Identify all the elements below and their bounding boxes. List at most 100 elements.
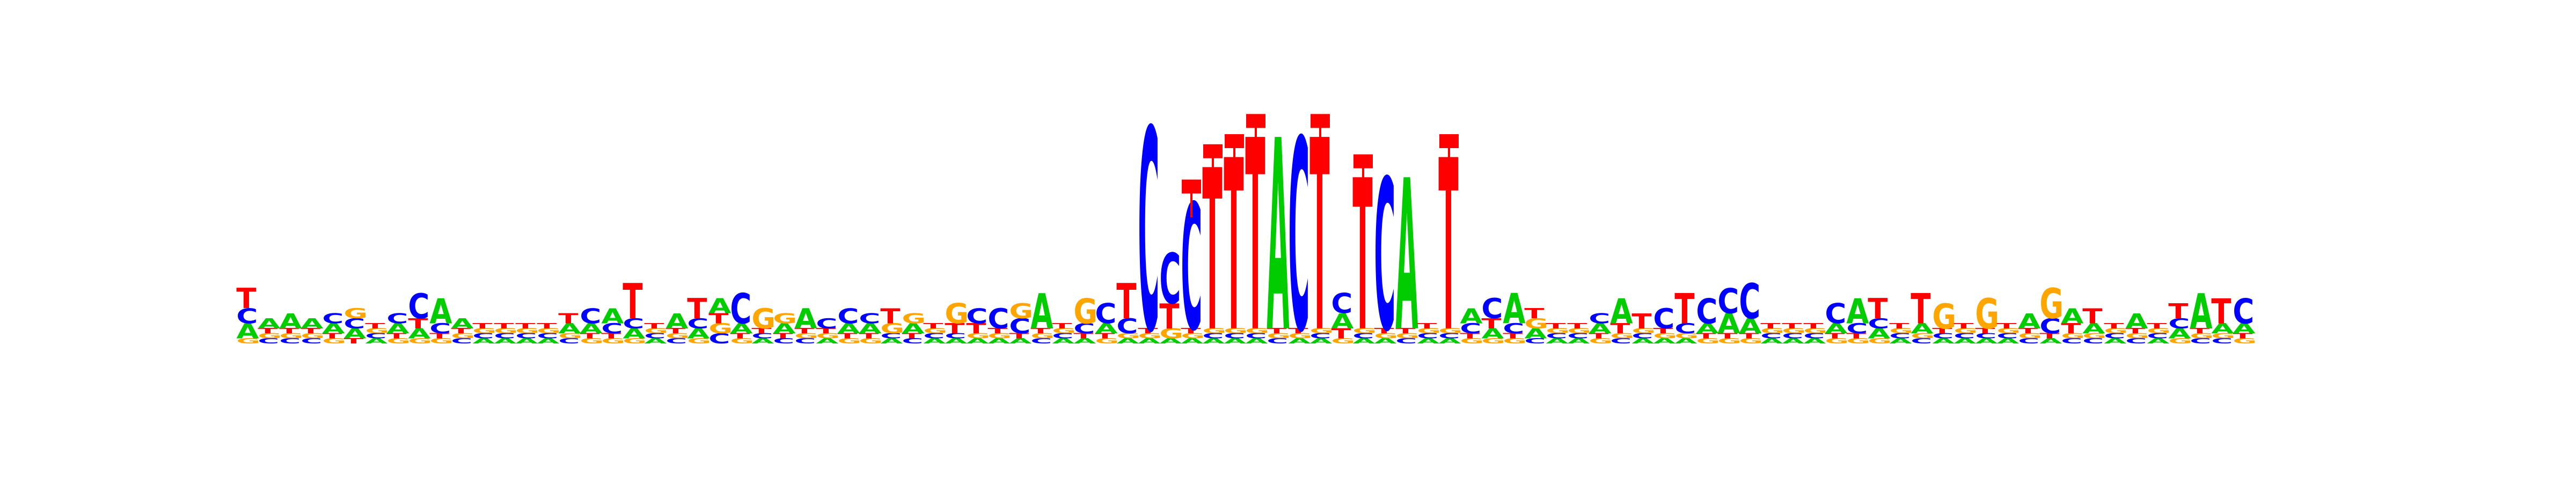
logo-letter-A: A bbox=[1996, 337, 2019, 345]
logo-letter-A: A bbox=[1181, 337, 1204, 345]
logo-letter-A: A bbox=[1674, 337, 1697, 345]
logo-letter-T: T bbox=[794, 327, 814, 335]
logo-letter-C: C bbox=[1009, 314, 1030, 339]
logo-letter-G: G bbox=[558, 332, 582, 340]
logo-letter-G: G bbox=[687, 337, 711, 345]
logo-letter-C: C bbox=[1760, 332, 1782, 340]
logo-letter-C: C bbox=[2147, 332, 2168, 340]
logo-letter-G: G bbox=[1932, 297, 1956, 337]
logo-letter-A: A bbox=[1631, 337, 1655, 345]
logo-letter-T: T bbox=[880, 304, 900, 328]
logo-letter-G: G bbox=[429, 337, 453, 345]
logo-letter-T: T bbox=[1503, 332, 1523, 340]
logo-letter-G: G bbox=[794, 332, 818, 340]
logo-letter-C: C bbox=[1653, 303, 1674, 335]
logo-letter-G: G bbox=[2061, 332, 2085, 340]
logo-letter-G: G bbox=[1202, 327, 1226, 335]
error-bar-cap bbox=[1246, 114, 1265, 128]
logo-letter-T: T bbox=[837, 332, 857, 340]
logo-letter-T: T bbox=[987, 327, 1007, 335]
logo-letter-A: A bbox=[923, 337, 946, 345]
logo-letter-G: G bbox=[365, 327, 389, 335]
logo-letter-G: G bbox=[1245, 327, 1269, 335]
logo-letter-G: G bbox=[1073, 292, 1097, 332]
logo-letter-T: T bbox=[322, 332, 342, 340]
logo-letter-C: C bbox=[1953, 332, 1975, 340]
logo-letter-A: A bbox=[343, 326, 366, 342]
logo-letter-C: C bbox=[1159, 239, 1181, 320]
logo-letter-C: C bbox=[1932, 332, 1953, 340]
logo-letter-C: C bbox=[1352, 332, 1374, 340]
error-bar-cap bbox=[1225, 134, 1244, 148]
logo-letter-T: T bbox=[1589, 332, 1608, 340]
logo-letter-G: G bbox=[1953, 327, 1978, 335]
logo-letter-G: G bbox=[1481, 337, 1505, 345]
logo-letter-A: A bbox=[386, 321, 409, 337]
logo-letter-G: G bbox=[2039, 280, 2063, 328]
logo-letter-T: T bbox=[945, 321, 964, 337]
logo-letter-G: G bbox=[1524, 316, 1548, 332]
logo-letter-C: C bbox=[279, 337, 301, 345]
logo-letter-T: T bbox=[2168, 299, 2188, 324]
logo-letter-G: G bbox=[1116, 332, 1140, 340]
logo-letter-G: G bbox=[1696, 337, 1720, 345]
logo-letter-G: G bbox=[1996, 327, 2021, 335]
logo-letter-A: A bbox=[1653, 337, 1676, 345]
logo-letter-C: C bbox=[386, 311, 408, 327]
logo-letter-A: A bbox=[1331, 310, 1354, 334]
logo-letter-G: G bbox=[2104, 327, 2128, 335]
logo-letter-C: C bbox=[537, 332, 558, 340]
logo-letter-C: C bbox=[1438, 332, 1460, 340]
logo-letter-A: A bbox=[1911, 321, 1933, 337]
logo-letter-C: C bbox=[859, 311, 880, 327]
logo-letter-C: C bbox=[987, 303, 1009, 335]
logo-letter-C: C bbox=[1288, 85, 1309, 391]
logo-letter-G: G bbox=[236, 337, 260, 345]
logo-letter-A: A bbox=[687, 326, 709, 342]
logo-letter-A: A bbox=[1717, 309, 1740, 340]
logo-letter-A: A bbox=[1460, 304, 1483, 328]
logo-letter-T: T bbox=[1417, 322, 1437, 330]
logo-letter-C: C bbox=[1889, 332, 1911, 340]
logo-letter-C: C bbox=[429, 321, 451, 337]
logo-letter-A: A bbox=[558, 321, 581, 337]
logo-letter-T: T bbox=[1288, 327, 1308, 335]
logo-letter-T: T bbox=[1095, 332, 1115, 340]
logo-letter-G: G bbox=[1653, 332, 1677, 340]
logo-letter-C: C bbox=[1825, 298, 1846, 330]
logo-letter-C: C bbox=[1803, 332, 1825, 340]
logo-letter-A: A bbox=[987, 337, 1011, 345]
logo-letter-C: C bbox=[494, 332, 515, 340]
logo-letter-G: G bbox=[494, 327, 518, 335]
error-bar-cap bbox=[1311, 114, 1330, 128]
logo-letter-A: A bbox=[1009, 337, 1032, 345]
logo-letter-G: G bbox=[1803, 327, 1827, 335]
logo-letter-G: G bbox=[2125, 332, 2149, 340]
logo-letter-A: A bbox=[322, 321, 345, 337]
logo-letter-T: T bbox=[1653, 327, 1673, 335]
logo-letter-T: T bbox=[1846, 332, 1866, 340]
logo-letter-C: C bbox=[1267, 337, 1288, 345]
logo-letter-A: A bbox=[2190, 283, 2212, 340]
